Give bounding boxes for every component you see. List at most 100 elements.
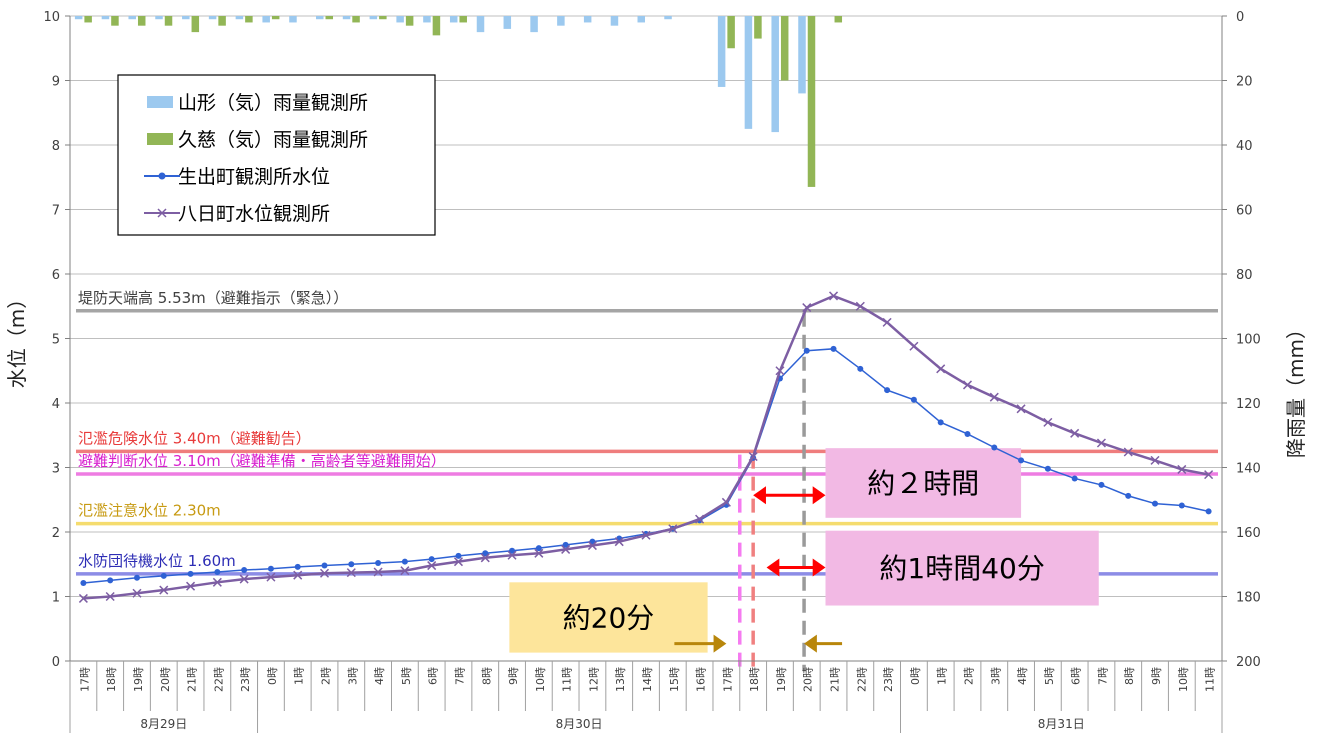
legend-marker — [157, 208, 167, 218]
data-point — [936, 364, 946, 374]
rainfall-bar — [807, 16, 816, 187]
rainfall-bar — [530, 16, 538, 33]
data-point — [348, 561, 355, 568]
rainfall-bar — [289, 16, 297, 23]
data-point — [1204, 470, 1214, 480]
rainfall-bar — [235, 16, 244, 20]
data-point — [802, 303, 812, 313]
y2-tick-label: 20 — [1236, 75, 1253, 90]
annotation-label: 約20分 — [563, 601, 655, 634]
rainfall-bar — [101, 16, 110, 20]
data-point — [748, 452, 758, 462]
y-tick-label: 7 — [52, 204, 60, 219]
data-point — [587, 541, 597, 551]
x-tick-label: 8時 — [480, 667, 493, 685]
legend-swatch — [147, 133, 173, 145]
data-point — [293, 570, 303, 580]
data-point — [962, 380, 973, 390]
data-point — [400, 566, 410, 576]
data-point — [1016, 404, 1026, 414]
data-point — [214, 568, 221, 575]
x-tick-label: 3時 — [346, 667, 359, 685]
data-point — [1125, 492, 1132, 499]
x-tick-label: 11時 — [1204, 667, 1217, 692]
y2-tick-label: 160 — [1236, 526, 1261, 541]
rainfall-bar — [834, 16, 843, 23]
x-tick-label: 4時 — [1016, 667, 1029, 685]
x-tick-label: 20時 — [159, 667, 172, 692]
legend-label: 生出町観測所水位 — [178, 166, 330, 188]
arrow-head — [812, 558, 826, 577]
rainfall-bar — [218, 16, 226, 26]
data-point — [964, 430, 971, 437]
data-point — [401, 558, 408, 565]
data-point — [1096, 438, 1106, 448]
legend-swatch — [147, 96, 173, 108]
data-point — [882, 317, 892, 327]
rainfall-bar — [164, 16, 173, 26]
data-point — [991, 444, 998, 451]
y-tick-label: 3 — [52, 462, 60, 477]
x-tick-label: 18時 — [105, 667, 118, 692]
y-tick-label: 8 — [52, 139, 60, 154]
data-point — [1178, 502, 1185, 509]
x-tick-label: 22時 — [855, 667, 868, 692]
data-point — [212, 577, 222, 587]
rainfall-bar — [342, 16, 351, 20]
x-tick-label: 19時 — [775, 667, 788, 692]
rainfall-bar — [262, 16, 270, 23]
rainfall-bar — [744, 16, 753, 129]
rainfall-bar — [754, 16, 762, 39]
reference-label: 氾濫注意水位 2.30m — [78, 502, 221, 520]
rainfall-bar — [128, 16, 136, 20]
x-tick-label: 0時 — [266, 667, 279, 685]
data-point — [321, 562, 328, 569]
x-tick-label: 6時 — [1070, 667, 1083, 685]
rainfall-bar — [182, 16, 190, 20]
annotation-label: 約1時間40分 — [879, 552, 1044, 585]
data-point — [562, 541, 569, 548]
x-tick-label: 17時 — [78, 667, 91, 692]
y2-tick-label: 80 — [1236, 268, 1253, 283]
y-tick-label: 6 — [52, 268, 60, 283]
data-point — [482, 550, 489, 557]
annotation-box — [825, 530, 1099, 606]
x-tick-label: 19時 — [132, 667, 145, 692]
x-tick-label: 2時 — [962, 667, 975, 685]
x-tick-label: 3時 — [989, 667, 1002, 685]
data-point — [1071, 475, 1078, 482]
rainfall-bar — [610, 16, 619, 26]
rainfall-bars — [74, 16, 843, 187]
arrow-head — [713, 634, 727, 653]
data-point — [1150, 455, 1160, 465]
rainfall-bar — [325, 16, 334, 20]
arrow-head — [766, 558, 780, 577]
rainfall-bar — [459, 16, 467, 23]
y-tick-label: 1 — [52, 591, 60, 606]
y-tick-label: 10 — [43, 10, 60, 25]
legend-label: 山形（気）雨量観測所 — [178, 92, 368, 114]
data-point — [266, 572, 276, 582]
rainfall-bar — [476, 16, 485, 33]
rainfall-bar — [369, 16, 378, 20]
x-tick-label: 1時 — [936, 667, 949, 685]
rainfall-bar — [423, 16, 431, 23]
data-point — [509, 547, 516, 554]
data-point — [641, 530, 651, 540]
data-point — [1152, 500, 1159, 507]
rainfall-bar — [155, 16, 163, 20]
x-tick-label: 7時 — [1096, 667, 1109, 685]
data-point — [186, 581, 196, 591]
rainfall-bar — [208, 16, 217, 20]
rainfall-bar — [780, 16, 789, 81]
x-tick-label: 5時 — [400, 667, 413, 685]
date-group-label: 8月29日 — [140, 717, 187, 731]
annotation-label: 約２時間 — [867, 467, 979, 500]
data-point — [241, 567, 248, 574]
rainfall-bar — [245, 16, 253, 23]
data-point — [561, 544, 571, 554]
data-point — [534, 548, 544, 558]
data-point — [855, 301, 865, 311]
